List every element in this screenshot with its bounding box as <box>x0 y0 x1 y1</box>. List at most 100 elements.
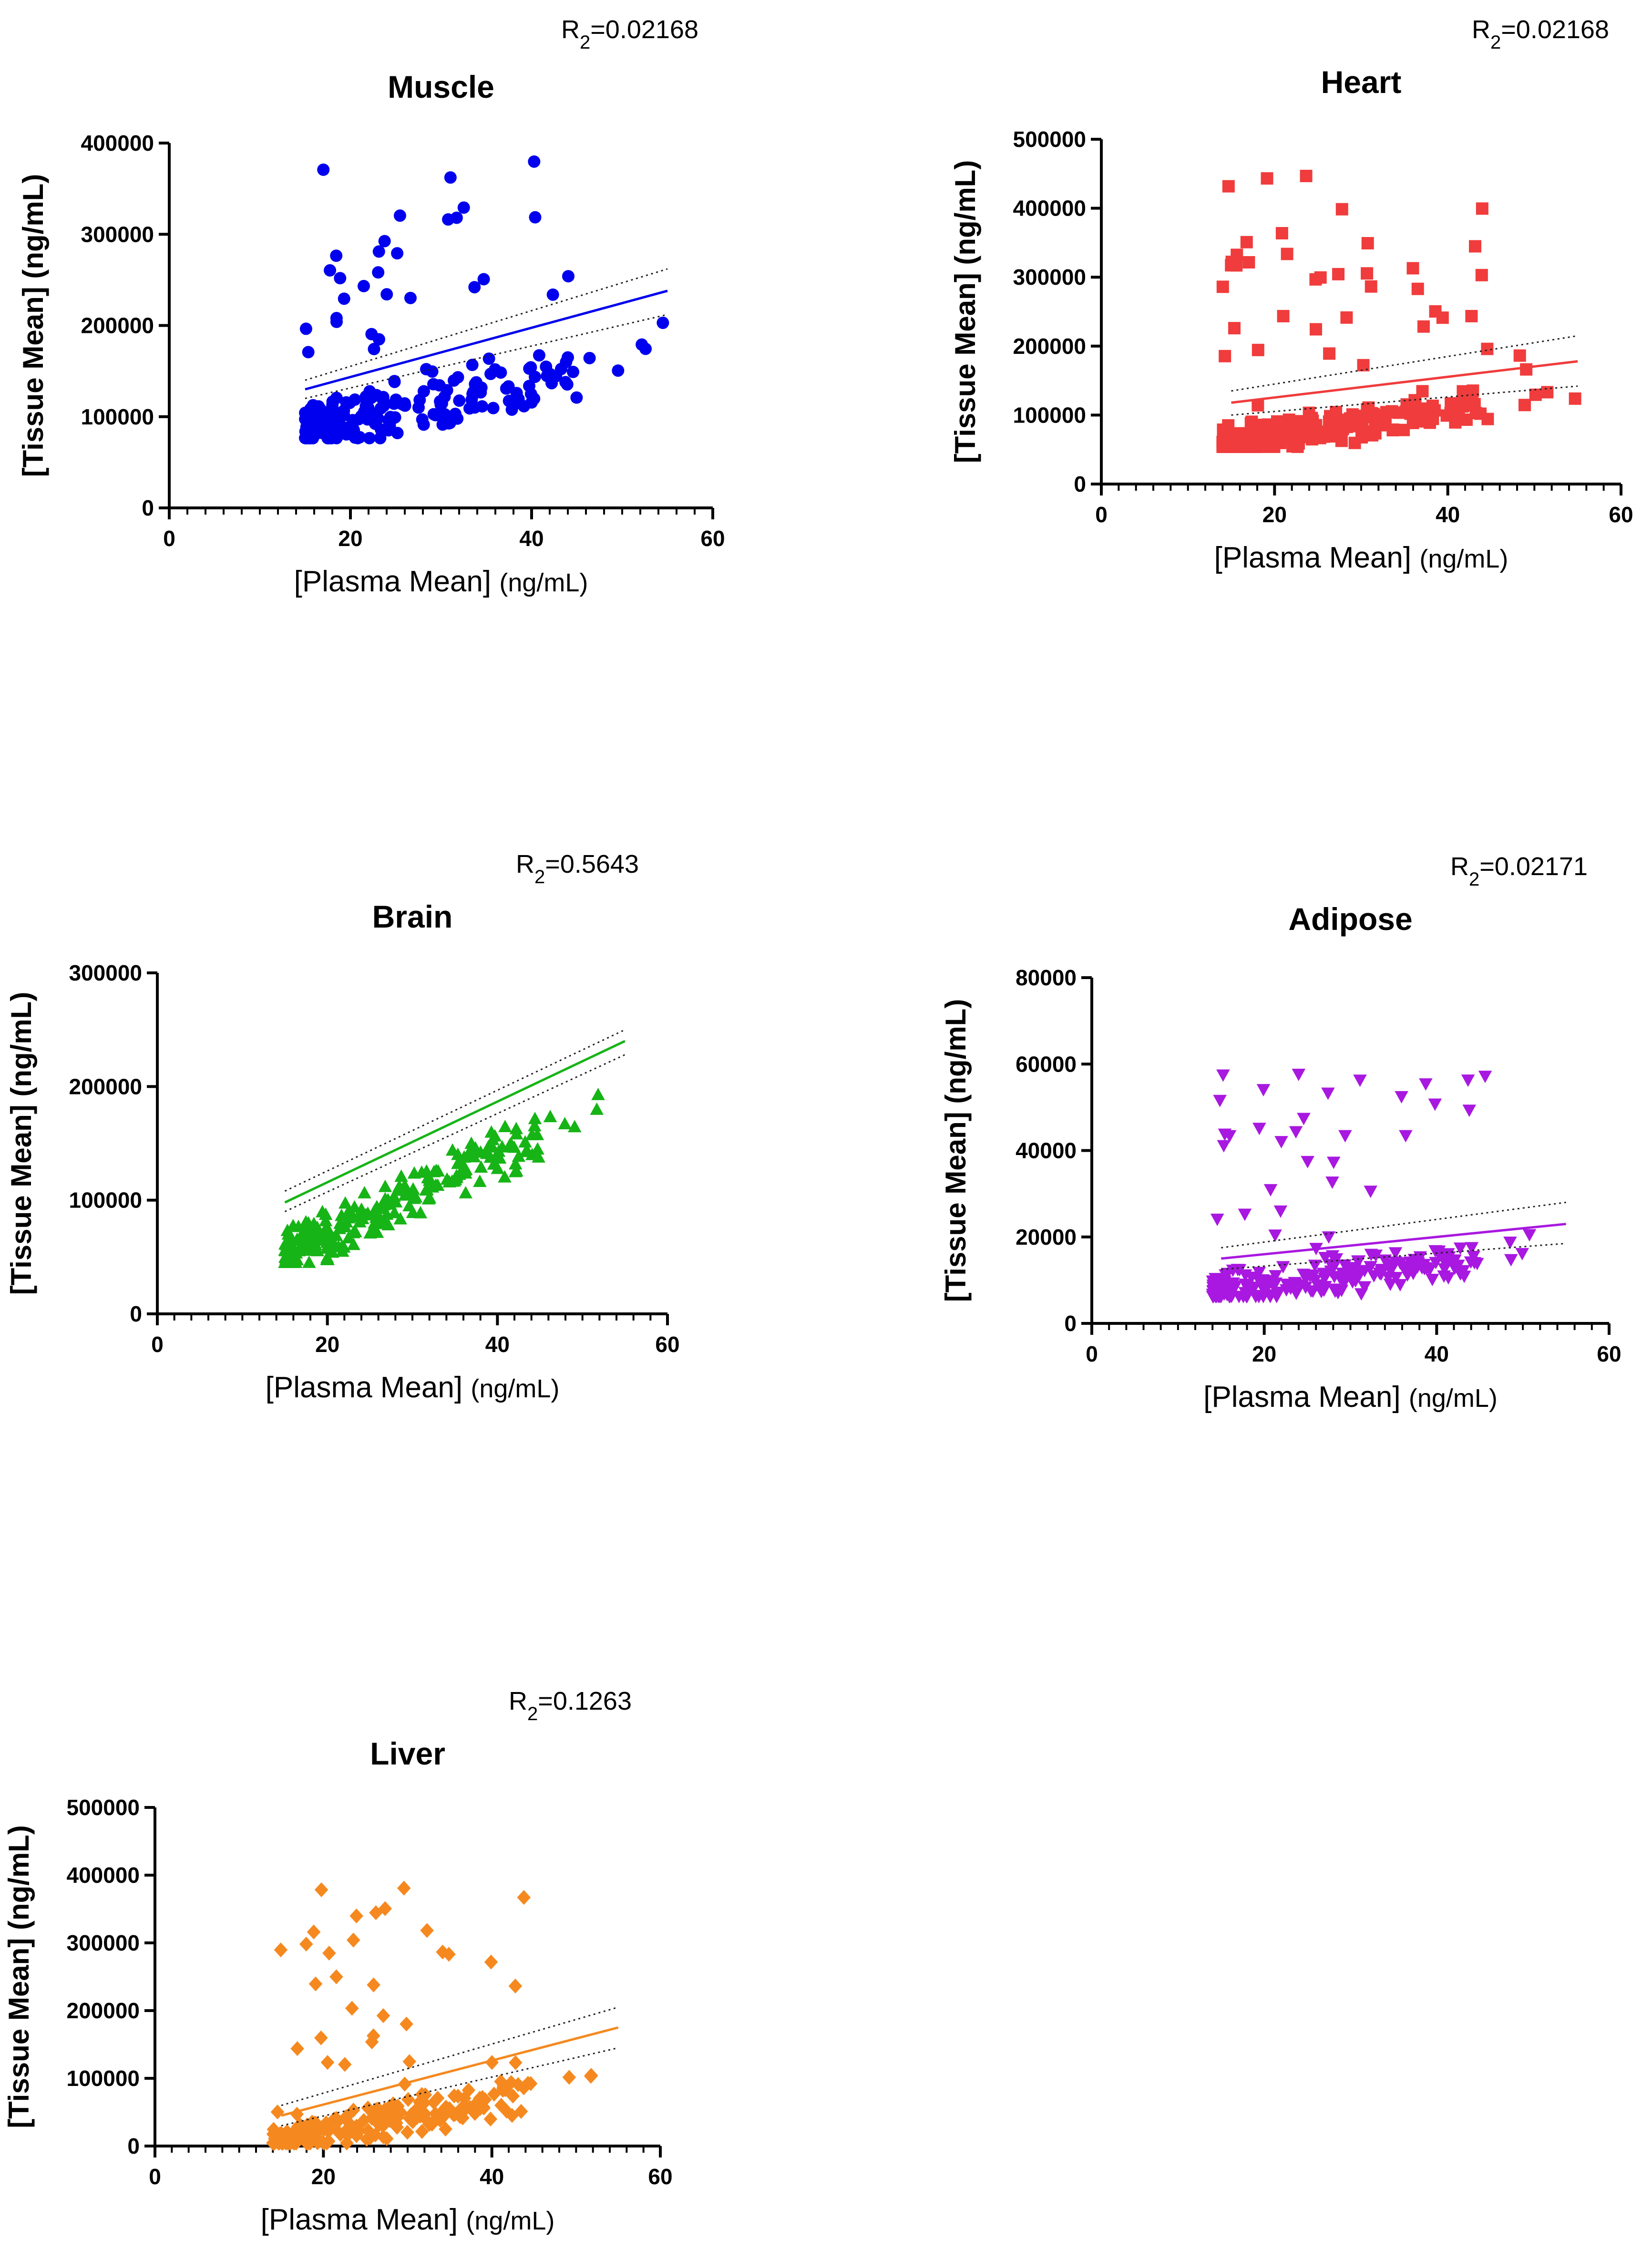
data-point <box>1338 1130 1352 1143</box>
data-point <box>341 1231 356 1244</box>
data-point <box>483 2111 498 2127</box>
data-point <box>1256 1274 1270 1287</box>
r2-value: =0.1263 <box>538 1687 632 1715</box>
data-point <box>528 371 541 383</box>
x-axis-label-main: [Plasma Mean] <box>294 565 500 598</box>
y-tick-label: 0 <box>142 495 154 520</box>
data-point <box>1277 310 1290 322</box>
data-point <box>1453 1268 1467 1281</box>
data-point <box>524 361 537 374</box>
x-axis-label: [Plasma Mean] (ng/mL) <box>1214 541 1508 574</box>
y-tick-label: 0 <box>130 1301 142 1326</box>
x-tick-label: 0 <box>149 2164 161 2189</box>
y-tick-label: 300000 <box>67 1930 140 1955</box>
data-point <box>1456 400 1469 413</box>
data-point <box>1252 1267 1266 1280</box>
data-point <box>453 394 466 407</box>
data-point <box>402 2111 417 2126</box>
x-tick-label: 20 <box>311 2164 336 2189</box>
data-point <box>487 2086 501 2102</box>
r2-prefix: R <box>516 850 534 878</box>
x-tick-label: 0 <box>1086 1342 1098 1366</box>
data-point <box>1210 1213 1224 1226</box>
data-point <box>374 1201 388 1214</box>
data-point <box>1367 1270 1381 1283</box>
data-point <box>1411 282 1424 295</box>
y-tick-label: 0 <box>1074 472 1086 496</box>
data-point <box>1211 1277 1225 1290</box>
data-point <box>498 1170 512 1183</box>
data-point <box>1383 1279 1397 1291</box>
data-point <box>308 1976 323 1992</box>
data-point <box>518 1135 532 1148</box>
data-point <box>528 1119 542 1132</box>
y-tick-label: 0 <box>127 2134 140 2158</box>
data-point <box>1457 385 1469 398</box>
y-tick-label: 60000 <box>1016 1052 1077 1076</box>
data-point <box>317 163 330 176</box>
x-tick-label: 40 <box>1425 1342 1449 1366</box>
data-point <box>528 155 541 168</box>
data-point <box>378 235 391 248</box>
data-point <box>338 2057 352 2072</box>
data-point <box>1301 1156 1314 1168</box>
data-point <box>366 2028 380 2044</box>
data-point <box>636 338 648 351</box>
data-point <box>338 292 350 305</box>
data-point <box>1437 1256 1452 1269</box>
data-point <box>420 1923 434 1938</box>
data-point <box>406 1206 420 1218</box>
data-point <box>525 1128 539 1141</box>
data-point <box>1393 1257 1407 1270</box>
data-point <box>1412 415 1425 428</box>
data-point <box>351 432 364 444</box>
data-point <box>1428 1245 1442 1258</box>
data-point <box>1364 1186 1377 1198</box>
data-point <box>346 1932 360 1948</box>
data-point <box>1225 259 1238 272</box>
data-point <box>508 1157 523 1170</box>
y-tick-label: 300000 <box>81 222 154 247</box>
data-point <box>1437 1263 1452 1276</box>
data-point <box>320 2055 335 2070</box>
x-tick-label: 60 <box>700 526 725 551</box>
data-point <box>1273 1205 1288 1218</box>
data-point <box>1334 1284 1349 1297</box>
data-point <box>1317 1284 1331 1297</box>
data-point <box>532 1150 545 1163</box>
data-point <box>433 2112 447 2128</box>
data-point <box>388 375 401 388</box>
data-point <box>338 404 350 417</box>
data-point <box>1353 1074 1367 1087</box>
y-axis-label: [Tissue Mean] (ng/mL) <box>5 992 37 1295</box>
data-points <box>1216 169 1581 453</box>
data-point <box>321 2134 336 2149</box>
data-point <box>421 1192 436 1205</box>
data-point <box>290 2041 304 2056</box>
data-point <box>415 2124 429 2139</box>
data-point <box>427 2095 441 2110</box>
data-point <box>1467 1250 1481 1263</box>
data-point <box>1351 1255 1365 1268</box>
data-point <box>1308 423 1321 436</box>
data-point <box>330 315 343 328</box>
data-point <box>376 2008 390 2023</box>
data-point <box>367 1977 380 1992</box>
data-point <box>1503 1236 1517 1249</box>
r2-annotation: R2=0.5643 <box>516 850 639 888</box>
data-point <box>449 407 462 420</box>
x-tick-label: 60 <box>648 2164 672 2189</box>
data-point <box>1287 437 1300 450</box>
data-point <box>374 402 387 415</box>
data-point <box>1343 1267 1357 1280</box>
data-point <box>320 1252 334 1265</box>
data-point <box>1303 406 1315 419</box>
data-point <box>517 400 530 413</box>
data-point <box>1467 384 1479 397</box>
r2-prefix: R <box>509 1687 527 1715</box>
data-point <box>1335 203 1348 216</box>
data-point <box>368 2127 382 2143</box>
data-point <box>511 2077 525 2092</box>
data-point <box>465 393 478 406</box>
data-point <box>413 393 426 406</box>
